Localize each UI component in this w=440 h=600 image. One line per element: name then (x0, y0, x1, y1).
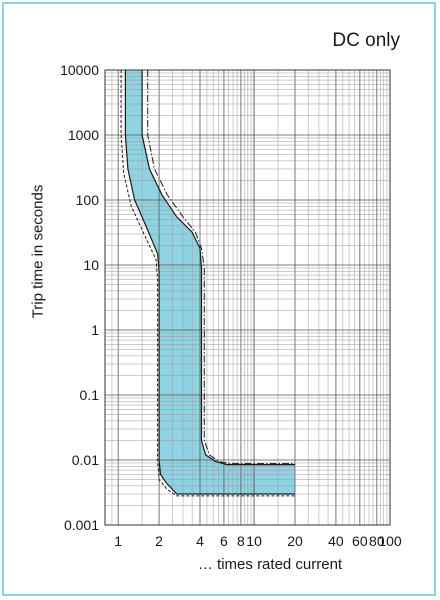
x-tick-label: 1 (114, 533, 122, 549)
y-tick-label: 100 (76, 192, 100, 208)
dc-only-annotation: DC only (332, 30, 400, 51)
x-tick-label: 80 (369, 533, 385, 549)
plot-area (104, 69, 391, 526)
x-tick-label: 40 (328, 533, 344, 549)
y-tick-label: 0.001 (64, 517, 99, 533)
y-tick-label: 0.1 (80, 387, 100, 403)
dashed-left-curve (120, 70, 295, 497)
y-tick-label: 10000 (60, 62, 99, 78)
x-tick-label: 6 (220, 533, 228, 549)
x-tick-label: 100 (378, 533, 402, 549)
trip-band (125, 70, 296, 494)
band-left-curve (124, 70, 295, 495)
y-tick-label: 0.01 (72, 452, 99, 468)
x-tick-label: 8 (237, 533, 245, 549)
x-axis-label: … times rated current (197, 556, 343, 573)
y-axis-label: Trip time in seconds (29, 184, 47, 319)
chart-frame (2, 2, 436, 596)
dashdot-right-curve (147, 70, 295, 465)
x-tick-label: 4 (196, 533, 204, 549)
x-tick-label: 2 (155, 533, 163, 549)
y-tick-label: 10 (83, 257, 99, 273)
x-tick-label: 10 (246, 533, 262, 549)
x-tick-label: 60 (352, 533, 368, 549)
y-tick-label: 1000 (68, 127, 99, 143)
y-tick-label: 1 (91, 322, 99, 338)
x-tick-label: 20 (287, 533, 303, 549)
band-right-curve (141, 70, 295, 466)
